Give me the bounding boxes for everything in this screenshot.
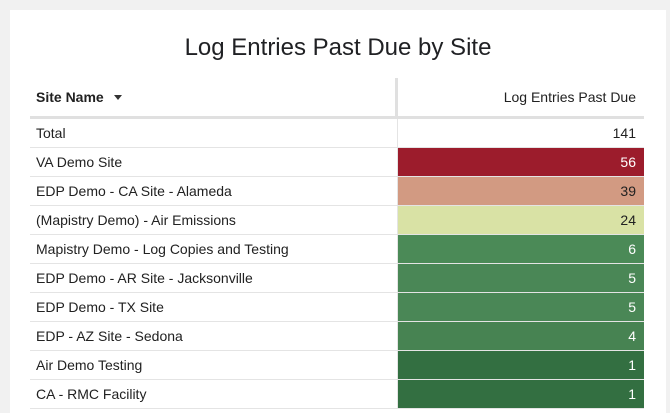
- site-name-header-label: Site Name: [36, 89, 104, 105]
- total-label: Total: [30, 119, 398, 147]
- past-due-count-cell: 1: [398, 380, 644, 408]
- table-row[interactable]: VA Demo Site 56: [30, 148, 644, 177]
- site-name-cell: EDP Demo - CA Site - Alameda: [30, 177, 398, 205]
- site-name-column-header[interactable]: Site Name: [30, 78, 398, 116]
- site-name-cell: Mapistry Demo - Log Copies and Testing: [30, 235, 398, 263]
- table-row[interactable]: EDP Demo - CA Site - Alameda 39: [30, 177, 644, 206]
- chart-title: Log Entries Past Due by Site: [184, 34, 492, 61]
- past-due-count-cell: 39: [398, 177, 644, 205]
- pivot-table: Site Name Log Entries Past Due Total 141…: [30, 78, 644, 409]
- log-entries-column-header[interactable]: Log Entries Past Due: [503, 89, 636, 105]
- table-row[interactable]: Air Demo Testing 1: [30, 351, 644, 380]
- table-header: Site Name Log Entries Past Due: [30, 78, 644, 119]
- table-body: VA Demo Site 56 EDP Demo - CA Site - Alame…: [30, 148, 644, 409]
- table-row[interactable]: Mapistry Demo - Log Copies and Testing 6: [30, 235, 644, 264]
- table-row[interactable]: EDP - AZ Site - Sedona 4: [30, 322, 644, 351]
- chart-card: Log Entries Past Due by Site Site Name L…: [10, 10, 666, 413]
- site-name-cell: Air Demo Testing: [30, 351, 398, 379]
- total-value: 141: [612, 125, 636, 141]
- past-due-count-cell: 56: [398, 148, 644, 176]
- site-name-cell: EDP Demo - TX Site: [30, 293, 398, 321]
- table-row[interactable]: EDP Demo - AR Site - Jacksonville 5: [30, 264, 644, 293]
- site-name-cell: (Mapistry Demo) - Air Emissions: [30, 206, 398, 234]
- table-row[interactable]: CA - RMC Facility 1: [30, 380, 644, 409]
- past-due-count-cell: 4: [398, 322, 644, 350]
- total-row: Total 141: [30, 119, 644, 148]
- site-name-cell: EDP - AZ Site - Sedona: [30, 322, 398, 350]
- site-name-cell: EDP Demo - AR Site - Jacksonville: [30, 264, 398, 292]
- site-name-cell: CA - RMC Facility: [30, 380, 398, 408]
- past-due-count-cell: 6: [398, 235, 644, 263]
- past-due-count-cell: 24: [398, 206, 644, 234]
- past-due-count-cell: 5: [398, 293, 644, 321]
- past-due-count-cell: 5: [398, 264, 644, 292]
- site-name-cell: VA Demo Site: [30, 148, 398, 176]
- sort-desc-icon[interactable]: [113, 94, 122, 100]
- past-due-count-cell: 1: [398, 351, 644, 379]
- table-row[interactable]: (Mapistry Demo) - Air Emissions 24: [30, 206, 644, 235]
- table-row[interactable]: EDP Demo - TX Site 5: [30, 293, 644, 322]
